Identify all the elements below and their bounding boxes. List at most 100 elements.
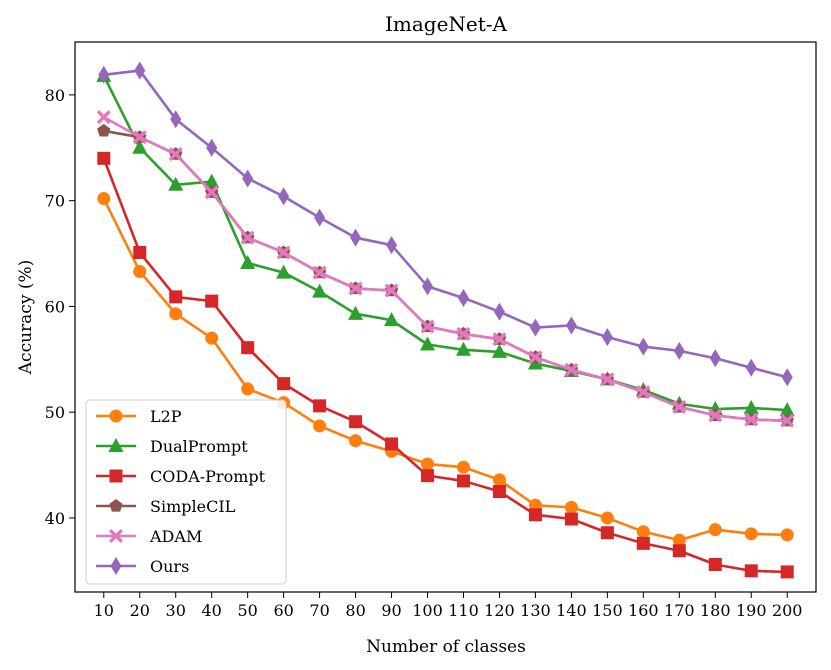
series-ours xyxy=(98,61,793,387)
data-point-coda-prompt xyxy=(708,558,722,571)
data-point-ours xyxy=(350,228,362,247)
data-point-coda-prompt xyxy=(528,508,542,522)
data-point-l2p xyxy=(492,473,506,487)
legend-marker xyxy=(109,499,123,512)
data-point-adam xyxy=(564,362,579,377)
data-point-coda-prompt xyxy=(564,512,578,526)
axis-ticks: 10 20 30 40 50 60 70 80 90 100 110 120 130 140 150 160 1… xyxy=(45,86,803,620)
series-line-ours xyxy=(103,69,788,379)
plot-frame xyxy=(74,41,817,593)
series-l2p xyxy=(97,192,794,547)
data-point-l2p xyxy=(780,528,794,542)
data-point-ours xyxy=(242,169,254,188)
data-point-ours xyxy=(134,61,146,80)
legend-item-dualprompt: DualPrompt xyxy=(96,437,248,456)
data-point-ours xyxy=(601,328,613,347)
data-point-ours xyxy=(98,65,110,84)
legend: L2P DualPrompt CODA-Prompt SimpleCIL ADAM Our… xyxy=(85,399,287,585)
plot-area xyxy=(96,61,795,579)
data-point-l2p xyxy=(600,511,614,525)
chart-title: ImageNet-A xyxy=(385,12,508,36)
data-point-coda-prompt xyxy=(600,526,614,540)
x-tick-label: 10 xyxy=(94,601,114,620)
data-point-adam xyxy=(600,372,615,387)
x-tick-label: 140 xyxy=(556,601,587,620)
y-tick-label: 40 xyxy=(45,509,65,528)
data-point-ours xyxy=(709,349,721,368)
data-point-adam xyxy=(276,245,291,260)
legend-label: Ours xyxy=(150,557,189,576)
data-point-adam xyxy=(312,265,327,280)
data-point-dualprompt xyxy=(312,283,328,298)
data-point-dualprompt xyxy=(779,402,795,417)
data-point-dualprompt xyxy=(491,343,507,358)
x-tick-label: 200 xyxy=(772,601,803,620)
legend-label: DualPrompt xyxy=(150,437,248,456)
data-point-ours xyxy=(170,110,182,129)
data-point-l2p xyxy=(564,500,578,514)
x-tick-label: 190 xyxy=(736,601,767,620)
data-point-coda-prompt xyxy=(672,544,686,558)
data-point-ours xyxy=(565,316,577,335)
data-point-l2p xyxy=(205,331,219,345)
series-adam xyxy=(96,110,795,428)
legend-label: ADAM xyxy=(149,527,202,546)
legend-item-simplecil: SimpleCIL xyxy=(96,497,236,516)
data-point-coda-prompt xyxy=(349,415,363,429)
legend-item-l2p: L2P xyxy=(96,407,182,426)
data-point-coda-prompt xyxy=(133,245,147,259)
x-tick-label: 60 xyxy=(273,601,293,620)
data-point-ours xyxy=(745,358,757,377)
data-point-adam xyxy=(348,281,363,296)
data-point-l2p xyxy=(313,419,327,433)
x-tick-label: 160 xyxy=(628,601,659,620)
data-point-adam xyxy=(636,385,651,400)
x-tick-label: 70 xyxy=(309,601,329,620)
series-dualprompt xyxy=(96,67,795,417)
x-axis-label: Number of classes xyxy=(366,637,526,657)
data-point-l2p xyxy=(169,307,183,321)
series-line-adam xyxy=(103,115,788,422)
data-point-dualprompt xyxy=(455,341,471,356)
x-tick-label: 50 xyxy=(237,601,257,620)
data-point-coda-prompt xyxy=(277,377,291,391)
data-point-coda-prompt xyxy=(744,564,758,578)
data-point-coda-prompt xyxy=(456,474,470,488)
data-point-ours xyxy=(673,341,685,360)
legend-marker xyxy=(110,557,122,575)
data-point-dualprompt xyxy=(743,399,759,414)
data-point-coda-prompt xyxy=(385,437,399,451)
x-tick-label: 170 xyxy=(664,601,695,620)
y-tick-label: 70 xyxy=(45,192,65,211)
data-point-coda-prompt xyxy=(313,399,327,413)
data-point-dualprompt xyxy=(420,336,436,351)
data-point-adam xyxy=(708,408,723,423)
data-point-adam xyxy=(420,319,435,334)
data-point-l2p xyxy=(133,265,147,279)
data-point-adam xyxy=(528,350,543,365)
data-point-adam xyxy=(384,283,399,298)
data-point-adam xyxy=(744,412,759,427)
legend-label: CODA-Prompt xyxy=(150,467,266,486)
data-point-l2p xyxy=(421,457,435,471)
data-point-ours xyxy=(457,288,469,307)
legend-marker xyxy=(109,469,123,483)
x-tick-label: 130 xyxy=(520,601,551,620)
legend-item-adam: ADAM xyxy=(96,527,202,546)
data-point-coda-prompt xyxy=(780,565,794,579)
series-line-simplecil xyxy=(103,129,788,422)
data-point-l2p xyxy=(241,382,255,396)
y-tick-label: 50 xyxy=(45,403,65,422)
series-coda-prompt xyxy=(97,151,794,579)
data-point-ours xyxy=(529,318,541,337)
data-point-adam xyxy=(168,147,183,162)
y-axis-label: Accuracy (%) xyxy=(16,260,36,375)
data-point-adam xyxy=(240,230,255,245)
data-point-adam xyxy=(96,110,111,125)
x-tick-label: 110 xyxy=(448,601,479,620)
data-point-l2p xyxy=(708,523,722,537)
x-tick-label: 30 xyxy=(166,601,186,620)
legend-item-ours: Ours xyxy=(96,557,189,576)
data-point-ours xyxy=(278,187,290,206)
